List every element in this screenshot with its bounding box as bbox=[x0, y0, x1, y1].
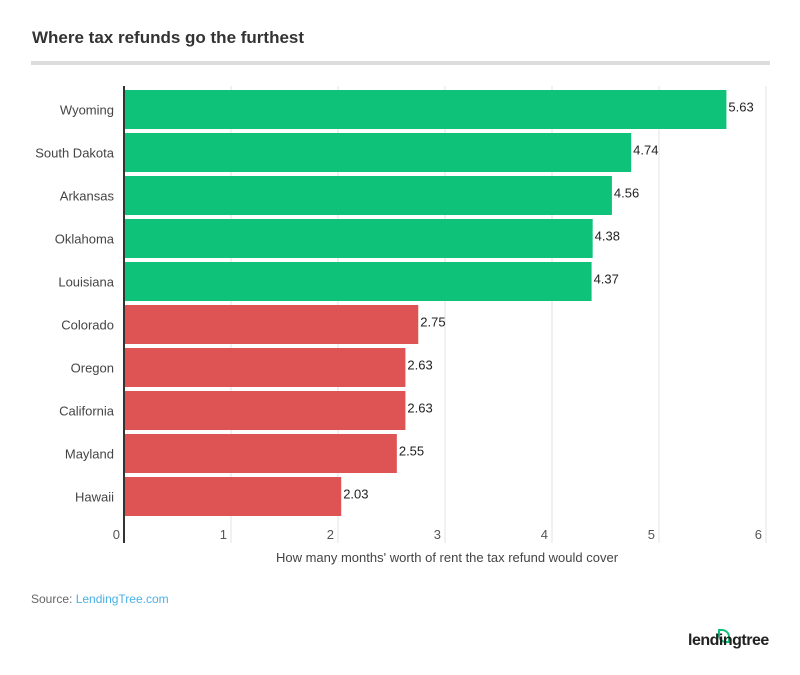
x-tick-label: 6 bbox=[755, 527, 762, 542]
x-tick-label: 3 bbox=[434, 527, 441, 542]
data-label: 5.63 bbox=[728, 100, 753, 115]
bar bbox=[124, 219, 593, 258]
x-tick-label: 5 bbox=[648, 527, 655, 542]
data-label: 2.55 bbox=[399, 444, 424, 459]
x-tick-label: 0 bbox=[113, 527, 120, 542]
data-label: 4.38 bbox=[595, 229, 620, 244]
leaf-icon bbox=[718, 629, 730, 643]
bar bbox=[124, 348, 406, 387]
bar bbox=[124, 391, 406, 430]
category-label: Arkansas bbox=[60, 189, 115, 204]
bar bbox=[124, 477, 342, 516]
data-label: 4.56 bbox=[614, 186, 639, 201]
category-label: Mayland bbox=[65, 447, 114, 462]
bar bbox=[124, 133, 632, 172]
x-axis-title: How many months' worth of rent the tax r… bbox=[276, 550, 619, 565]
category-label: Wyoming bbox=[60, 103, 114, 118]
category-label: Louisiana bbox=[58, 275, 114, 290]
x-tick-label: 2 bbox=[327, 527, 334, 542]
category-label: California bbox=[59, 404, 115, 419]
chart-title: Where tax refunds go the furthest bbox=[32, 28, 305, 47]
lendingtree-logo: lendingtree bbox=[688, 632, 769, 649]
bar bbox=[124, 434, 397, 473]
category-label: Colorado bbox=[61, 318, 114, 333]
bar-chart: 0 1 2 3 4 5 6 Wyoming 5.63 South Dakota 4.74 Arkans… bbox=[35, 86, 767, 565]
source-note: Source: LendingTree.com bbox=[31, 592, 169, 606]
data-label: 2.63 bbox=[407, 358, 432, 373]
bar bbox=[124, 176, 612, 215]
title-divider bbox=[31, 61, 770, 65]
x-tick-label: 1 bbox=[220, 527, 227, 542]
source-label: Source: bbox=[31, 592, 73, 606]
data-label: 4.37 bbox=[594, 272, 619, 287]
x-tick-label: 4 bbox=[541, 527, 548, 542]
data-label: 2.03 bbox=[343, 487, 368, 502]
category-label: Oregon bbox=[71, 361, 114, 376]
category-label: South Dakota bbox=[35, 146, 115, 161]
bar bbox=[124, 305, 419, 344]
source-link[interactable]: LendingTree.com bbox=[75, 592, 169, 606]
category-label: Hawaii bbox=[75, 490, 114, 505]
data-label: 2.75 bbox=[420, 315, 445, 330]
bar bbox=[124, 90, 727, 129]
bar bbox=[124, 262, 592, 301]
data-label: 2.63 bbox=[407, 401, 432, 416]
category-label: Oklahoma bbox=[55, 232, 115, 247]
data-label: 4.74 bbox=[633, 143, 658, 158]
